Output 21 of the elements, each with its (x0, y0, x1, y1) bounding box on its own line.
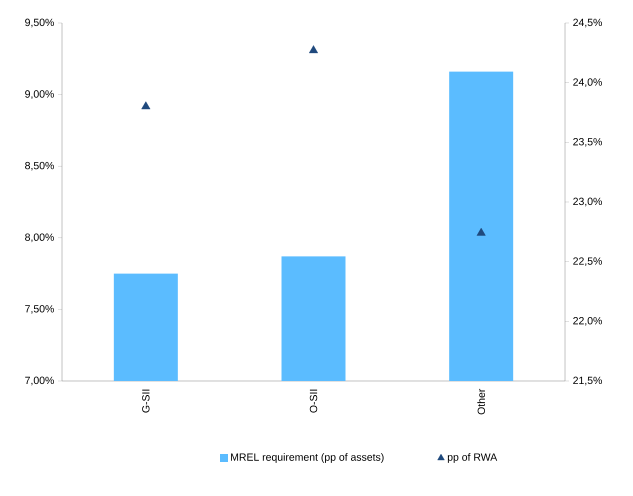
point (308, 45, 318, 54)
x-tick-label: Other (477, 388, 486, 414)
y2-tick-label: 23,5% (573, 138, 602, 147)
y2-tick-label: 24,5% (573, 18, 602, 28)
y2-tick-label: 22,0% (573, 317, 602, 326)
y-tick-label: 7,00% (25, 376, 54, 386)
y-tick-label: 8,00% (25, 233, 54, 242)
y2-tick-label: 24,0% (573, 78, 602, 87)
y2-tick-label: 23,0% (573, 198, 602, 206)
x-tick-label: G-SII (142, 390, 150, 413)
x-tick-label: O-SII (310, 390, 318, 413)
y2-tick-label: 21,5% (573, 376, 602, 386)
y2-tick-label: 22,5% (573, 257, 602, 266)
legend-label: MREL requirement (pp of assets) (231, 453, 384, 463)
y-tick-label: 9,00% (25, 90, 54, 99)
y-tick-label: 7,50% (25, 305, 54, 314)
legend-label: pp of RWA (448, 453, 498, 463)
point (141, 101, 150, 110)
y-tick-label: 8,50% (25, 162, 54, 171)
point (476, 228, 486, 236)
y-tick-label: 9,50% (25, 18, 54, 28)
